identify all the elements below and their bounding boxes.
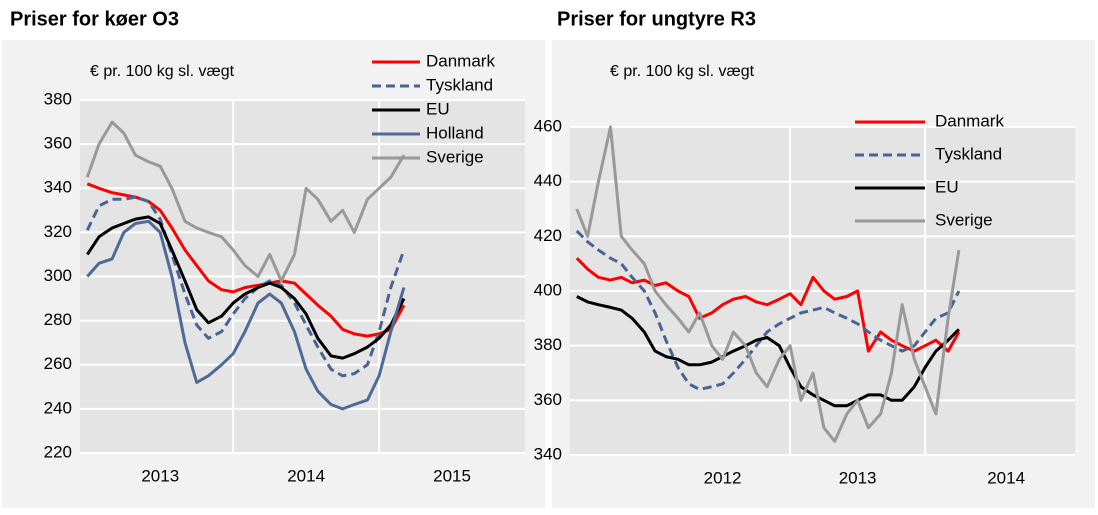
series-line xyxy=(575,229,961,391)
y-tick-label: 420 xyxy=(534,226,562,245)
legend-label: EU xyxy=(426,99,450,118)
legend-label: Sverige xyxy=(935,210,993,229)
series-line xyxy=(85,120,406,283)
y-tick-label: 260 xyxy=(44,354,72,373)
y-tick-label: 340 xyxy=(534,444,562,463)
y-tick-label: 380 xyxy=(534,335,562,354)
y-tick-label: 360 xyxy=(534,390,562,409)
axis-unit: € pr. 100 kg sl. vægt xyxy=(90,63,235,80)
y-tick-label: 360 xyxy=(44,134,72,153)
chart-title: Priser for ungtyre R3 xyxy=(557,8,756,30)
legend-label: EU xyxy=(935,177,959,196)
x-tick-label: 2012 xyxy=(704,468,742,487)
chart-title: Priser for køer O3 xyxy=(10,8,179,30)
x-tick-label: 2014 xyxy=(287,466,325,485)
x-tick-label: 2013 xyxy=(141,466,179,485)
legend-label: Holland xyxy=(426,123,484,142)
y-tick-label: 220 xyxy=(44,442,72,461)
y-tick-label: 300 xyxy=(44,266,72,285)
series-line xyxy=(575,125,961,443)
legend-label: Tyskland xyxy=(426,75,493,94)
legend-label: Sverige xyxy=(426,147,484,166)
legend-label: Danmark xyxy=(426,51,495,70)
series-line xyxy=(576,295,960,408)
y-tick-label: 320 xyxy=(44,222,72,241)
series-line xyxy=(86,215,406,360)
x-tick-label: 2013 xyxy=(839,468,877,487)
legend-label: Tyskland xyxy=(935,144,1002,163)
legend-label: Danmark xyxy=(935,111,1004,130)
y-tick-label: 340 xyxy=(44,178,72,197)
y-tick-label: 240 xyxy=(44,398,72,417)
y-tick-label: 280 xyxy=(44,310,72,329)
series-line xyxy=(86,219,406,411)
x-tick-label: 2015 xyxy=(433,466,471,485)
y-tick-label: 380 xyxy=(44,89,72,108)
y-tick-label: 400 xyxy=(534,280,562,299)
x-tick-label: 2014 xyxy=(987,468,1025,487)
series-line xyxy=(86,182,406,338)
y-tick-label: 440 xyxy=(534,171,562,190)
axis-unit: € pr. 100 kg sl. vægt xyxy=(610,63,755,80)
series-line xyxy=(85,195,406,378)
y-tick-label: 460 xyxy=(534,116,562,135)
